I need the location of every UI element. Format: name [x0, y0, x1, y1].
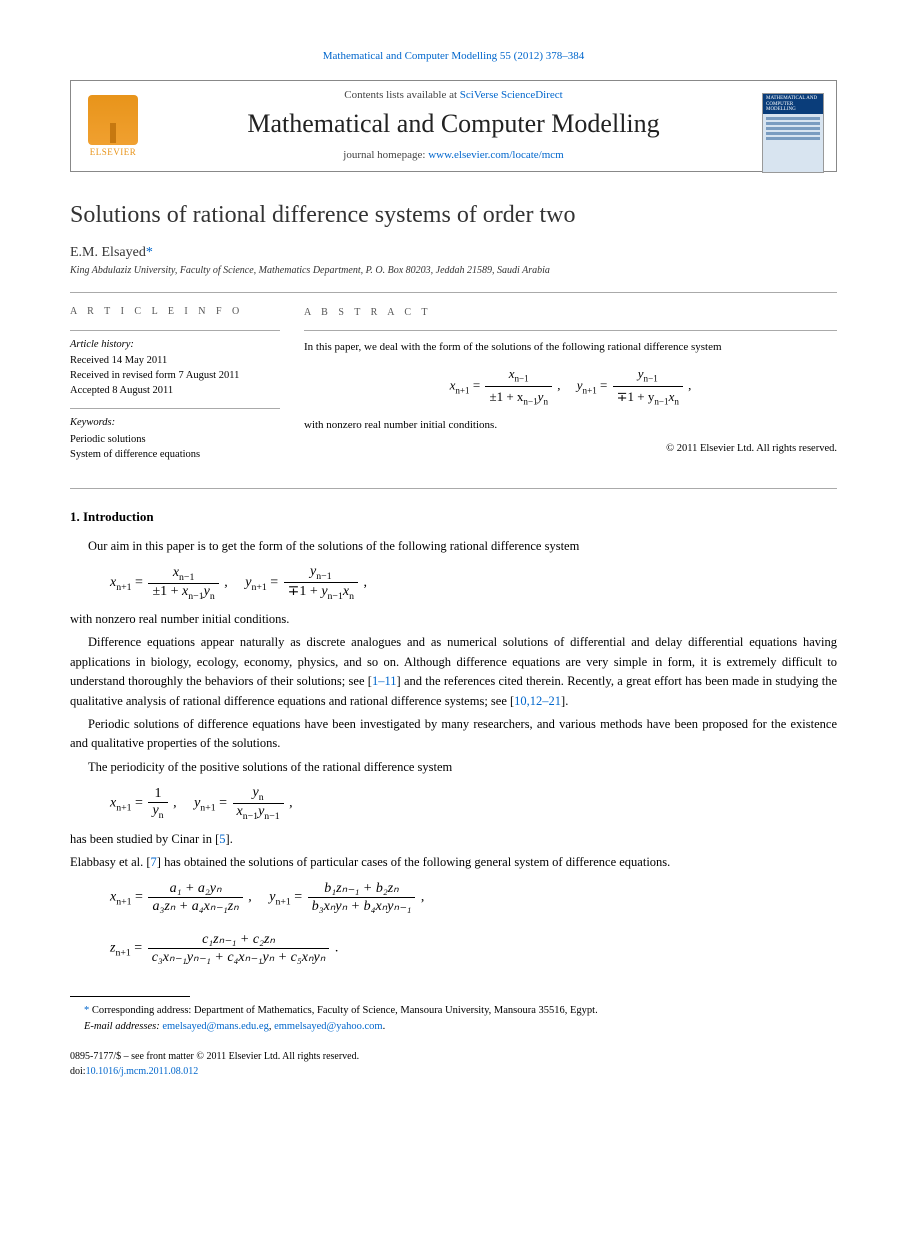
- intro-eq-3: xn+1 = a₁ + a₂yₙa₃zₙ + a₄xₙ₋₁zₙ , yn+1 =…: [110, 880, 837, 966]
- intro-p6: has been studied by Cinar in [5].: [70, 830, 837, 849]
- intro-p1: Our aim in this paper is to get the form…: [70, 537, 837, 556]
- intro-p2: with nonzero real number initial conditi…: [70, 610, 837, 629]
- keyword-2: System of difference equations: [70, 447, 280, 462]
- homepage-line: journal homepage: www.elsevier.com/locat…: [71, 149, 836, 171]
- keywords-label: Keywords:: [70, 415, 280, 430]
- abstract-equation: xn+1 = xn−1±1 + xn−1yn , yn+1 = yn−1∓1 +…: [304, 364, 837, 409]
- article-info-head: A R T I C L E I N F O: [70, 305, 280, 320]
- ref-link-1-11[interactable]: 1–11: [372, 674, 397, 688]
- divider-bottom: [70, 488, 837, 489]
- top-citation: Mathematical and Computer Modelling 55 (…: [70, 50, 837, 62]
- journal-title: Mathematical and Computer Modelling: [71, 105, 836, 149]
- corr-text: Corresponding address: Department of Mat…: [92, 1005, 598, 1016]
- article-info: A R T I C L E I N F O Article history: R…: [70, 305, 280, 472]
- corresponding-footnote: * Corresponding address: Department of M…: [84, 1003, 837, 1019]
- email-footnote: E-mail addresses: emelsayed@mans.edu.eg,…: [84, 1019, 837, 1035]
- info-divider-2: [70, 408, 280, 409]
- doi-block: 0895-7177/$ – see front matter © 2011 El…: [70, 1049, 837, 1079]
- intro-p4: Periodic solutions of difference equatio…: [70, 715, 837, 754]
- info-divider-1: [70, 330, 280, 331]
- ref-link-10-12-21[interactable]: 10,12–21: [514, 694, 561, 708]
- elsevier-tree-icon: [88, 95, 138, 145]
- author-name: E.M. Elsayed*: [70, 245, 837, 261]
- intro-p3: Difference equations appear naturally as…: [70, 633, 837, 711]
- accepted-date: Accepted 8 August 2011: [70, 383, 280, 398]
- page-root: Mathematical and Computer Modelling 55 (…: [0, 0, 907, 1119]
- contents-line: Contents lists available at SciVerse Sci…: [71, 81, 836, 105]
- intro-p5: The periodicity of the positive solution…: [70, 758, 837, 777]
- affiliation: King Abdulaziz University, Faculty of Sc…: [70, 265, 837, 276]
- issn-line: 0895-7177/$ – see front matter © 2011 El…: [70, 1049, 837, 1064]
- abstract: A B S T R A C T In this paper, we deal w…: [304, 305, 837, 472]
- footer: * Corresponding address: Department of M…: [70, 996, 837, 1079]
- abstract-p1: In this paper, we deal with the form of …: [304, 339, 837, 356]
- footnote-star: *: [84, 1005, 92, 1016]
- intro-eq-2: xn+1 = 1yn , yn+1 = ynxn−1yn−1 ,: [110, 785, 837, 822]
- abstract-p2: with nonzero real number initial conditi…: [304, 417, 837, 434]
- contents-prefix: Contents lists available at: [344, 89, 459, 101]
- email-link-1[interactable]: emelsayed@mans.edu.eg: [162, 1021, 268, 1032]
- info-abstract-row: A R T I C L E I N F O Article history: R…: [70, 293, 837, 488]
- journal-header: ELSEVIER MATHEMATICAL AND COMPUTER MODEL…: [70, 80, 837, 172]
- received-date: Received 14 May 2011: [70, 353, 280, 368]
- article-title: Solutions of rational difference systems…: [70, 202, 837, 229]
- revised-date: Received in revised form 7 August 2011: [70, 368, 280, 383]
- elsevier-label: ELSEVIER: [83, 147, 143, 157]
- keywords-block: Keywords: Periodic solutions System of d…: [70, 415, 280, 462]
- author-text: E.M. Elsayed: [70, 245, 146, 260]
- history-block: Article history: Received 14 May 2011 Re…: [70, 337, 280, 399]
- section-1-head: 1. Introduction: [70, 509, 837, 525]
- journal-cover-thumbnail: MATHEMATICAL AND COMPUTER MODELLING: [762, 93, 824, 173]
- intro-eq-1: xn+1 = xn−1±1 + xn−1yn , yn+1 = yn−1∓1 +…: [110, 564, 837, 602]
- cover-body: [763, 114, 823, 172]
- doi-label: doi:: [70, 1066, 86, 1077]
- keyword-1: Periodic solutions: [70, 432, 280, 447]
- email-label: E-mail addresses:: [84, 1021, 162, 1032]
- history-label: Article history:: [70, 337, 280, 352]
- abstract-divider: [304, 330, 837, 331]
- footnote-rule: [70, 996, 190, 997]
- author-marker: *: [146, 245, 153, 260]
- homepage-prefix: journal homepage:: [343, 149, 428, 161]
- intro-p7: Elabbasy et al. [7] has obtained the sol…: [70, 853, 837, 872]
- elsevier-logo: ELSEVIER: [83, 95, 143, 165]
- cover-title: MATHEMATICAL AND COMPUTER MODELLING: [763, 94, 823, 114]
- copyright: © 2011 Elsevier Ltd. All rights reserved…: [304, 441, 837, 457]
- doi-link[interactable]: 10.1016/j.mcm.2011.08.012: [86, 1066, 199, 1077]
- email-link-2[interactable]: emmelsayed@yahoo.com: [274, 1021, 383, 1032]
- sciencedirect-link[interactable]: SciVerse ScienceDirect: [460, 89, 563, 101]
- abstract-head: A B S T R A C T: [304, 305, 837, 320]
- homepage-link[interactable]: www.elsevier.com/locate/mcm: [428, 149, 564, 161]
